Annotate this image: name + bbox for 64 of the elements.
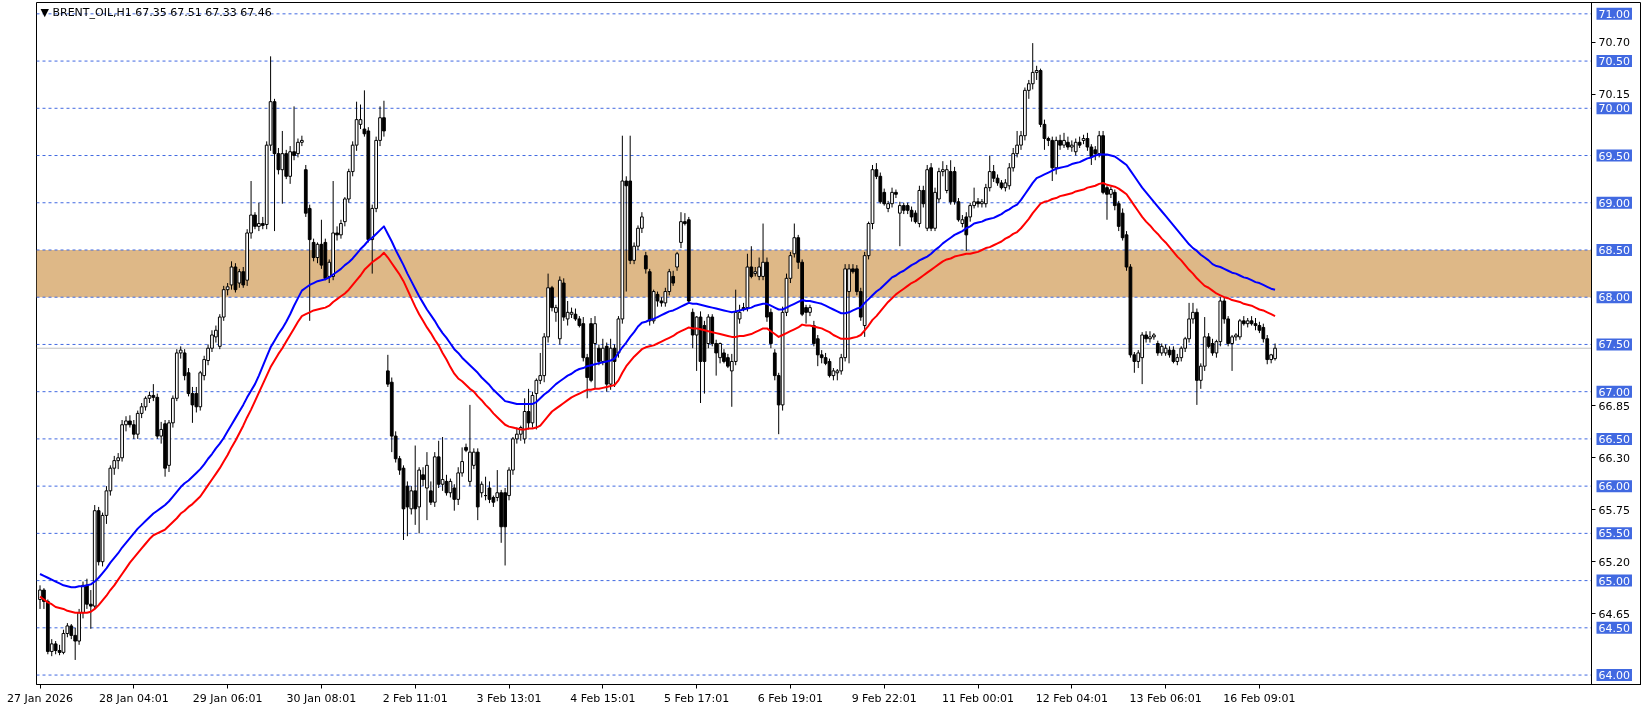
x-tick-label: 30 Jan 08:01 bbox=[286, 691, 357, 705]
candlestick bbox=[425, 451, 429, 521]
candlestick bbox=[694, 315, 699, 372]
candlestick bbox=[679, 211, 683, 249]
x-tick-label: 9 Feb 22:01 bbox=[851, 691, 917, 705]
ref-line-label: 66.00 bbox=[1598, 480, 1630, 494]
x-tick-label: 16 Feb 09:01 bbox=[1223, 691, 1296, 705]
candlestick bbox=[1062, 132, 1066, 149]
x-tick-label: 28 Jan 04:01 bbox=[98, 691, 169, 705]
candlestick bbox=[593, 315, 597, 390]
candlestick bbox=[757, 257, 762, 281]
ref-line-label: 64.50 bbox=[1598, 621, 1630, 635]
ref-line-label: 71.00 bbox=[1598, 7, 1630, 21]
candlestick bbox=[487, 480, 492, 504]
chart-title: ▼ BRENT_OIL,H1 67.35 67.51 67.33 67.46 bbox=[40, 5, 272, 19]
candlestick bbox=[257, 202, 261, 232]
candlestick bbox=[675, 251, 679, 272]
x-tick-label: 29 Jan 06:01 bbox=[192, 691, 263, 705]
candlestick bbox=[1066, 136, 1070, 151]
ref-line-label: 69.00 bbox=[1598, 196, 1630, 210]
candlestick bbox=[643, 251, 648, 275]
y-tick-label: 66.30 bbox=[1598, 451, 1630, 465]
ref-line-label: 67.50 bbox=[1598, 338, 1630, 352]
candlestick bbox=[690, 308, 695, 349]
x-tick-label: 6 Feb 19:01 bbox=[757, 691, 824, 705]
candlestick bbox=[976, 197, 980, 208]
candlestick bbox=[1140, 331, 1145, 385]
ref-line-label: 69.50 bbox=[1598, 149, 1630, 163]
x-tick-label: 12 Feb 04:01 bbox=[1035, 691, 1108, 705]
candlestick bbox=[280, 130, 285, 205]
candlestick bbox=[448, 478, 453, 498]
x-tick-label: 5 Feb 17:01 bbox=[664, 691, 730, 705]
x-tick-label: 27 Jan 2026 bbox=[7, 691, 73, 705]
candlestick bbox=[237, 268, 242, 289]
x-tick-label: 11 Feb 00:01 bbox=[941, 691, 1015, 705]
x-tick-label: 13 Feb 06:01 bbox=[1129, 691, 1202, 705]
x-tick-label: 4 Feb 15:01 bbox=[570, 691, 636, 705]
candlestick bbox=[808, 304, 812, 317]
y-tick-label: 70.70 bbox=[1598, 36, 1630, 50]
candlestick bbox=[847, 263, 851, 364]
candlestick bbox=[233, 262, 238, 293]
ref-line-label: 64.00 bbox=[1598, 669, 1630, 683]
x-tick-label: 3 Feb 13:01 bbox=[476, 691, 542, 705]
ref-line-label: 68.00 bbox=[1598, 291, 1630, 305]
candlestick bbox=[1030, 42, 1035, 90]
y-tick-label: 66.85 bbox=[1598, 399, 1630, 413]
ref-line-label: 65.50 bbox=[1598, 527, 1630, 541]
x-tick-label: 2 Feb 11:01 bbox=[382, 691, 448, 705]
ref-line-label: 67.00 bbox=[1598, 385, 1630, 399]
candlestick bbox=[382, 100, 386, 138]
y-tick-label: 64.65 bbox=[1598, 607, 1630, 621]
y-tick-label: 70.15 bbox=[1598, 88, 1630, 102]
candlestick bbox=[897, 201, 902, 247]
ref-line-label: 68.50 bbox=[1598, 243, 1630, 257]
candlestick bbox=[1238, 318, 1242, 341]
candlestick bbox=[890, 187, 894, 208]
candlestick bbox=[1148, 330, 1152, 344]
y-tick-label: 65.20 bbox=[1598, 555, 1630, 569]
y-tick-label: 65.75 bbox=[1598, 503, 1630, 517]
candlestick bbox=[315, 241, 320, 264]
ref-line-label: 65.00 bbox=[1598, 574, 1630, 588]
ref-line-label: 70.00 bbox=[1598, 102, 1630, 116]
ref-line-label: 66.50 bbox=[1598, 432, 1630, 446]
ref-line-label: 70.50 bbox=[1598, 55, 1630, 69]
